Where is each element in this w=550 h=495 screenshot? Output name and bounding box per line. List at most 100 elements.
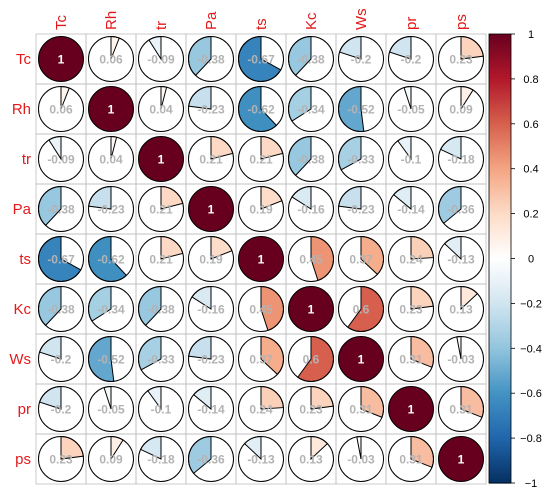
cell-ts-pa: 0.19 [185,233,237,285]
colorbar-segment [489,179,511,183]
colorbar-segment [489,69,511,73]
pie-outline [338,186,384,232]
cell-value-label: 1 [58,53,65,67]
cell-ps-rh: 0.09 [85,433,137,485]
cell-kc-kc: 1 [285,283,337,335]
cell-pa-rh: -0.23 [85,183,137,235]
colorbar-segment [489,36,511,40]
cell-value-label: -0.09 [47,153,75,167]
pie-outline [88,386,134,432]
pie-outline [288,286,334,332]
colorbar-segment [489,348,511,352]
cell-pr-ws: 0.31 [335,383,387,435]
cell-ts-ts: 1 [235,233,287,285]
pie-slice [338,336,384,382]
colorbar-segment [489,197,511,201]
colorbar-segment [489,45,511,49]
pie-outline [438,186,484,232]
pie-outline [38,436,84,482]
colorbar-tick-label: 0.8 [523,74,538,86]
cell-pr-ps: 0.31 [435,383,487,435]
colorbar-segment [489,458,511,462]
colorbar-segment [489,314,511,318]
pie-outline [238,286,284,332]
column-label-pr: pr [403,17,420,30]
cell-value-label: 1 [458,453,465,467]
colorbar-segment [489,132,511,136]
colorbar-segment [489,99,511,102]
colorbar-segment [489,168,511,172]
cell-value-label: -0.23 [347,203,375,217]
cell-value-label: -0.2 [51,353,72,367]
cell-kc-ts: 0.45 [235,283,287,335]
colorbar-segment [489,399,511,403]
cell-ws-pr: 0.31 [385,333,437,385]
colorbar-segment [489,92,511,96]
colorbar-segment [489,193,511,197]
cell-pa-tc: -0.38 [35,183,87,235]
colorbar-segment [489,186,511,190]
colorbar-segment [489,469,511,473]
cell-tc-pa: -0.38 [185,33,237,85]
colorbar-segment [489,438,511,441]
colorbar-segment [489,366,511,370]
pie-outline [338,336,384,382]
colorbar-tick-label: 0.2 [523,209,538,221]
cell-ws-tr: -0.33 [135,333,187,385]
cell-ps-kc: 0.13 [285,433,337,485]
colorbar-segment [489,236,511,239]
colorbar-segment [489,420,511,423]
pie-outline [188,436,234,482]
row-labels: Tc Rh tr Pa ts Kc Ws pr ps [9,51,31,468]
colorbar-segment [489,112,511,116]
colorbar-segment [489,476,511,480]
colorbar-segment [489,204,511,208]
cell-tc-rh: 0.06 [85,33,137,85]
pie-outline [288,186,334,232]
pie-slice [188,186,234,232]
cell-value-label: -0.36 [197,453,225,467]
colorbar-segment [489,328,511,331]
colorbar-segment [489,287,511,291]
pie-outline [238,86,284,132]
cell-value-label: 0.04 [149,103,173,117]
colorbar-segment [489,301,511,304]
pie-outline [138,236,184,282]
colorbar-segment [489,359,511,363]
colorbar-segment [489,254,511,257]
colorbar-segment [489,292,511,296]
colorbar-segment [489,408,511,412]
cell-tc-ts: -0.67 [235,33,287,85]
colorbar-segment [489,377,511,381]
colorbar-segment [489,60,511,64]
cell-value-label: 0.09 [99,453,123,467]
pie-outline [188,86,234,132]
colorbar-segment [489,209,511,212]
cell-value-label: -0.23 [197,103,225,117]
colorbar-segment [489,238,511,242]
cell-value-label: 0.6 [353,303,370,317]
pie-outline [38,136,84,182]
cell-value-label: -0.62 [97,253,125,267]
colorbar-segment [489,404,511,408]
cell-kc-tr: -0.38 [135,283,187,335]
cell-value-label: -0.34 [97,303,125,317]
pie-outline [88,436,134,482]
colorbar-segment [489,456,511,459]
colorbar-segment [489,260,511,264]
cell-tr-tc: -0.09 [35,133,87,185]
colorbar-segment [489,184,511,188]
cell-value-label: -0.67 [47,253,75,267]
colorbar-segment [489,128,511,132]
colorbar-segment [489,276,511,280]
cell-ws-ts: 0.37 [235,333,287,385]
row-label-rh: Rh [12,101,31,118]
colorbar-segment [489,411,511,415]
colorbar-segment [489,58,511,62]
colorbar-segment [489,137,511,141]
pie-outline [288,236,334,282]
colorbar-segment [489,388,511,392]
colorbar-segment [489,350,511,354]
colorbar-segment [489,220,511,224]
pie-outline [188,136,234,182]
